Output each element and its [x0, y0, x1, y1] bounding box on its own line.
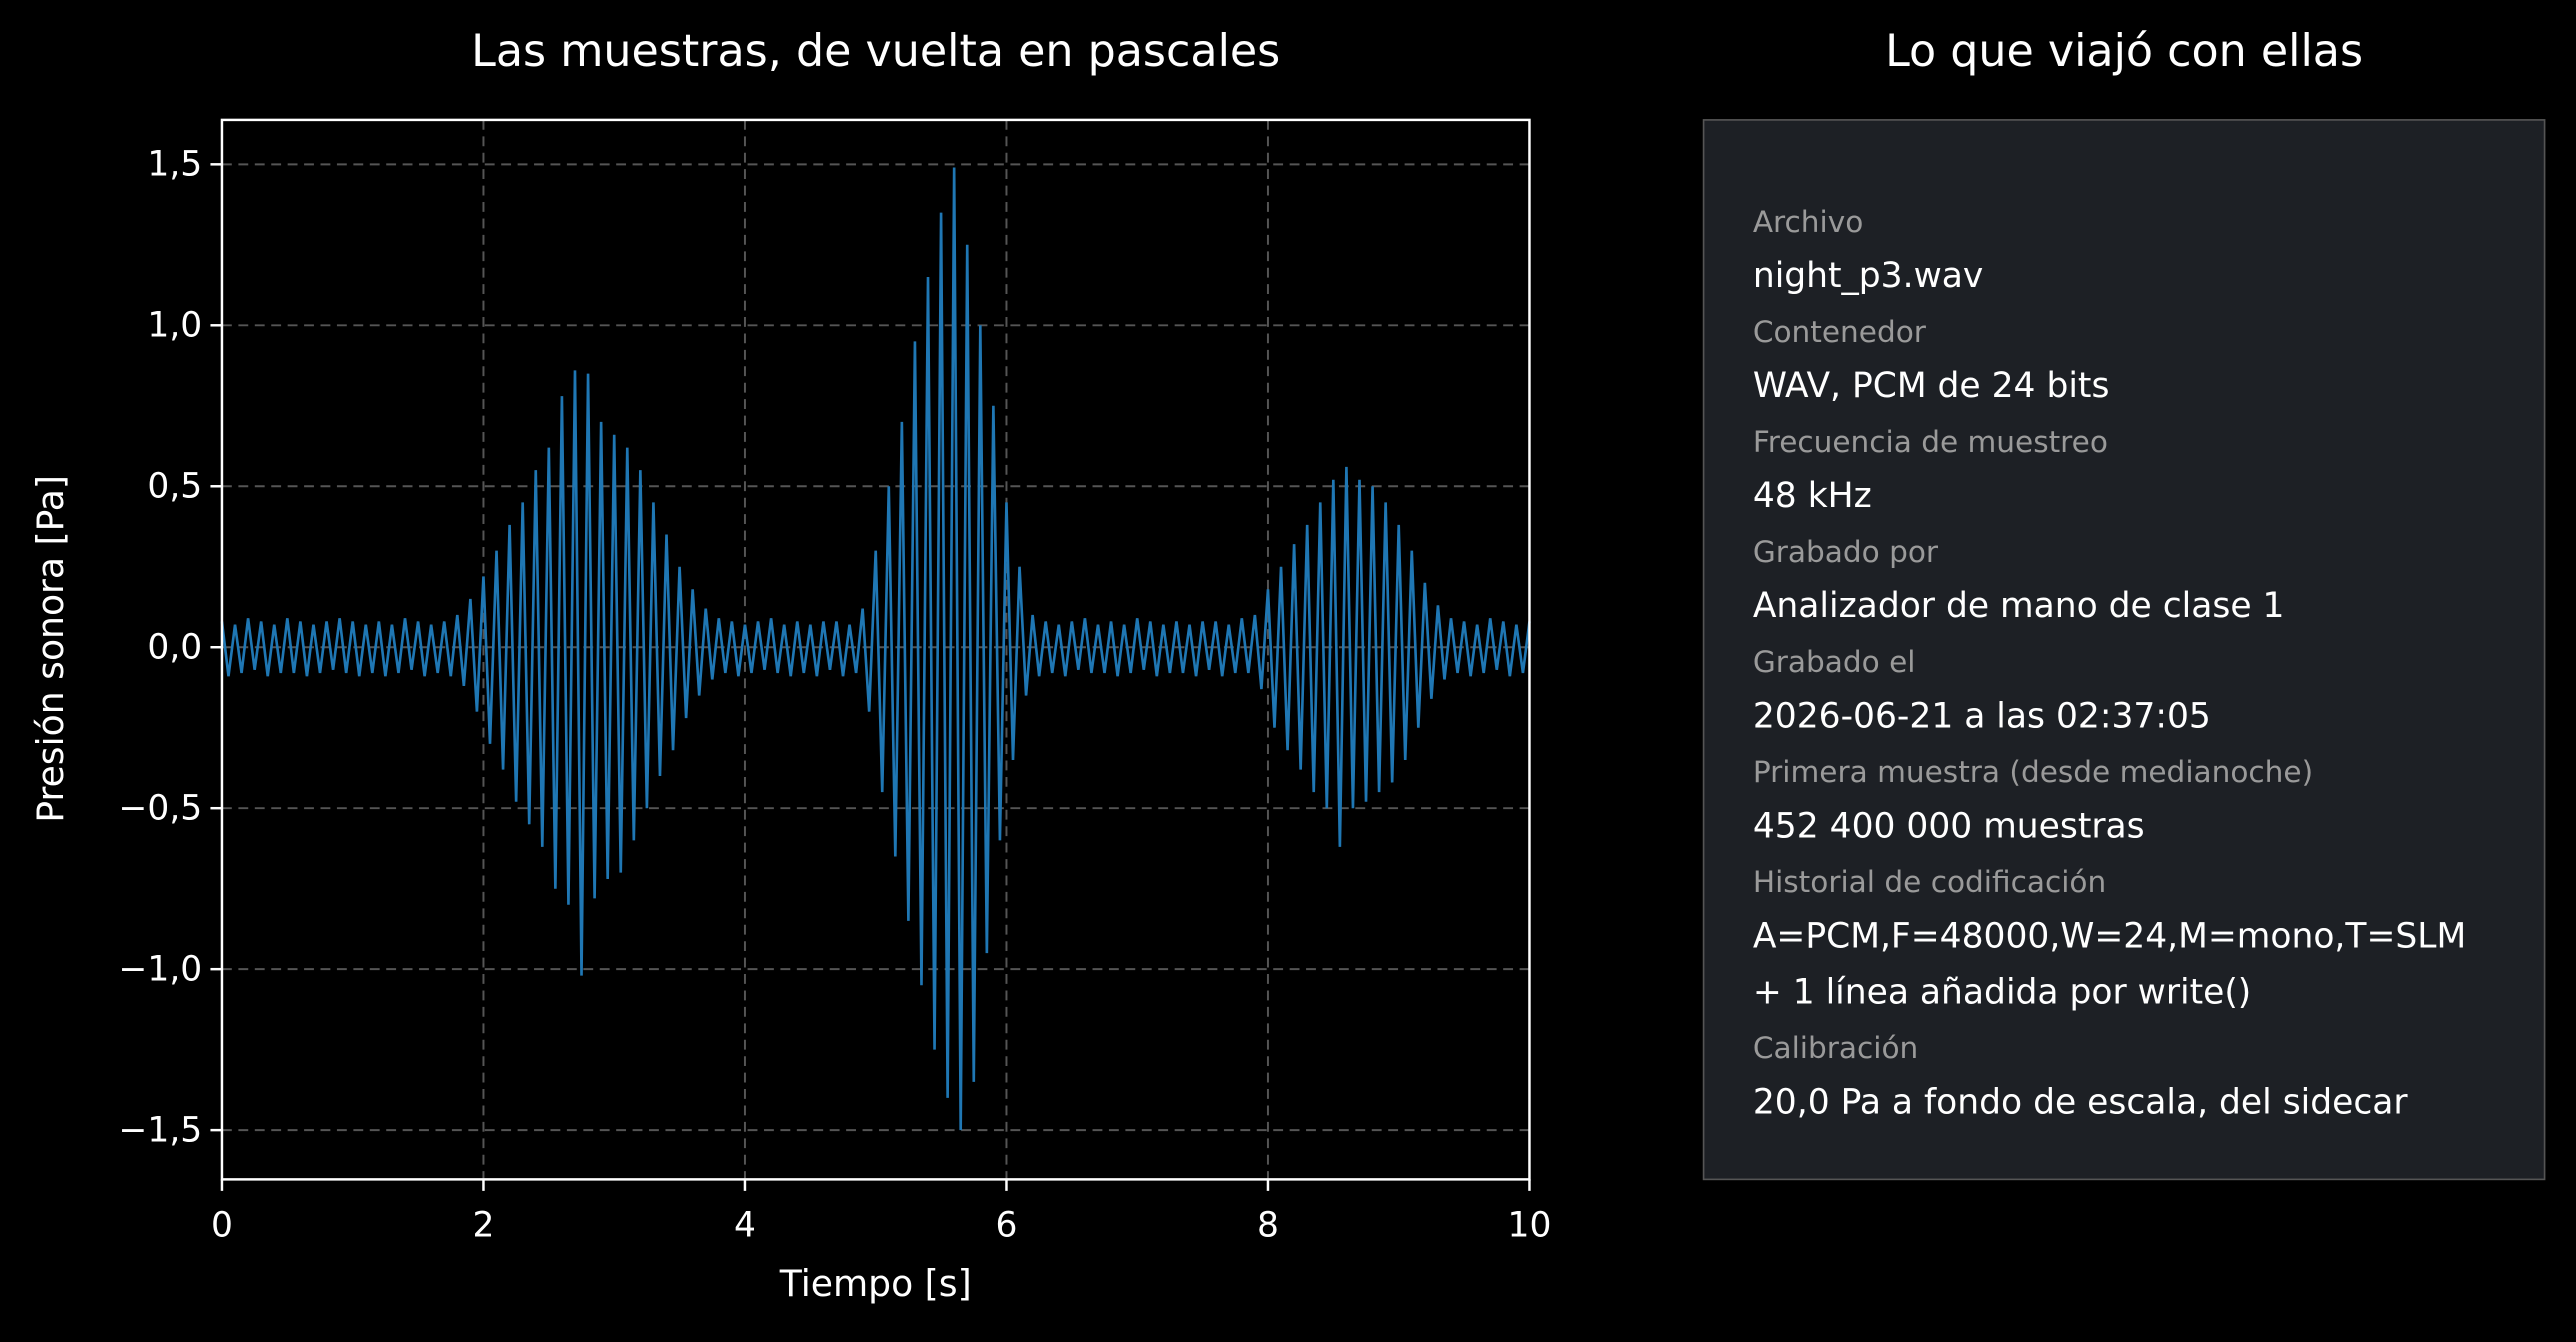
field-label: Grabado el [1753, 645, 1916, 679]
x-tick-label: 8 [1257, 1206, 1279, 1246]
x-axis-label: Tiempo [s] [779, 1262, 972, 1305]
field-label: Primera muestra (desde medianoche) [1753, 755, 2313, 789]
y-tick-label: −1,0 [118, 949, 202, 989]
field-value: 2026-06-21 a las 02:37:05 [1753, 696, 2211, 736]
y-tick-label: 0,0 [147, 627, 202, 667]
field-label: Historial de codificación [1753, 865, 2106, 899]
field-label: Grabado por [1753, 535, 1939, 569]
field-value: A=PCM,F=48000,W=24,M=mono,T=SLM [1753, 916, 2466, 956]
y-tick-label: 1,0 [147, 305, 202, 345]
panel-title: Lo que viajó con ellas [1885, 26, 2363, 77]
y-axis-label: Presión sonora [Pa] [29, 475, 72, 823]
field-value: 48 kHz [1753, 476, 1872, 516]
axes-frame [220, 118, 1531, 1181]
field-value: 20,0 Pa a fondo de escala, del sidecar [1753, 1082, 2409, 1122]
field-label: Frecuencia de muestreo [1753, 425, 2108, 459]
field-value: 452 400 000 muestras [1753, 806, 2145, 846]
x-tick-label: 6 [995, 1206, 1017, 1246]
x-tick-label: 2 [472, 1206, 494, 1246]
field-label: Calibración [1753, 1031, 1918, 1065]
info-panel [1702, 119, 2546, 1181]
y-tick-label: −0,5 [118, 788, 202, 828]
y-tick-label: 0,5 [147, 466, 202, 506]
x-tick-label: 0 [211, 1206, 233, 1246]
field-label: Contenedor [1753, 315, 1927, 349]
field-value: + 1 línea añadida por write() [1753, 972, 2251, 1012]
panel-fields: Archivo night_p3.wav Contenedor WAV, PCM de… [1753, 205, 2466, 1122]
field-value: WAV, PCM de 24 bits [1753, 366, 2110, 406]
x-tick-label: 10 [1508, 1206, 1552, 1246]
field-value: Analizador de mano de clase 1 [1753, 586, 2285, 626]
y-tick-label: 1,5 [147, 144, 202, 184]
waveform [220, 167, 1531, 1131]
x-tick-label: 4 [734, 1206, 756, 1246]
y-tick-label: −1,5 [118, 1110, 202, 1150]
chart-title: Las muestras, de vuelta en pascales [471, 26, 1280, 77]
field-value: night_p3.wav [1753, 256, 1983, 296]
plot-area: 0 2 4 6 8 10 1,5 1,0 0,5 0,0 −0,5 −1,0 −1,5 [118, 118, 1552, 1246]
field-label: Archivo [1753, 205, 1863, 239]
